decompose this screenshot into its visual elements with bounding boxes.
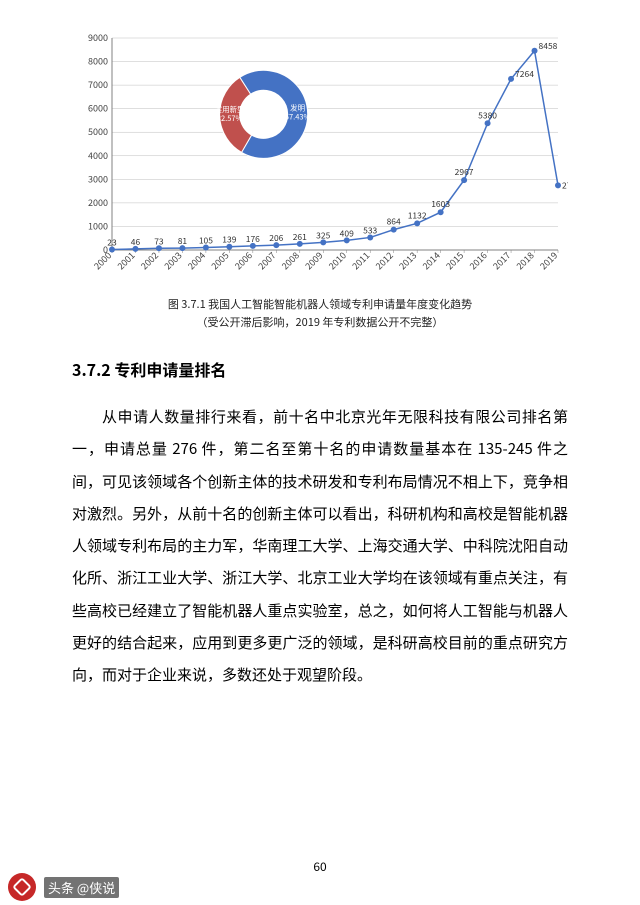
svg-text:2018: 2018 xyxy=(513,249,536,272)
svg-text:2011: 2011 xyxy=(349,249,372,272)
source-watermark: 头条 @侠说 xyxy=(8,873,119,901)
svg-text:8000: 8000 xyxy=(88,55,108,68)
svg-text:32.57%: 32.57% xyxy=(217,113,243,124)
svg-text:206: 206 xyxy=(269,232,283,244)
svg-text:81: 81 xyxy=(178,235,188,247)
toutiao-icon xyxy=(8,873,36,901)
caption-line-2: （受公开滞后影响，2019 年专利数据公开不完整） xyxy=(72,314,568,332)
svg-text:2010: 2010 xyxy=(326,249,349,272)
svg-text:2007: 2007 xyxy=(255,249,278,272)
svg-text:2000: 2000 xyxy=(88,196,108,209)
svg-text:23: 23 xyxy=(107,236,117,248)
svg-text:261: 261 xyxy=(293,231,307,243)
svg-text:2016: 2016 xyxy=(466,249,489,272)
svg-text:2002: 2002 xyxy=(138,249,161,272)
svg-text:2000: 2000 xyxy=(91,249,114,272)
svg-text:2003: 2003 xyxy=(161,249,184,272)
svg-text:7264: 7264 xyxy=(515,68,534,80)
svg-text:2008: 2008 xyxy=(279,249,302,272)
svg-text:7000: 7000 xyxy=(88,78,108,91)
page: 0100020003000400050006000700080009000200… xyxy=(0,0,640,905)
svg-text:6000: 6000 xyxy=(88,102,108,115)
chart-svg: 0100020003000400050006000700080009000200… xyxy=(72,30,568,290)
svg-text:533: 533 xyxy=(363,224,377,236)
svg-text:73: 73 xyxy=(154,235,164,247)
svg-text:2006: 2006 xyxy=(232,249,255,272)
svg-text:864: 864 xyxy=(387,216,401,228)
svg-text:2745: 2745 xyxy=(562,179,568,191)
svg-text:2967: 2967 xyxy=(455,166,474,178)
svg-text:2013: 2013 xyxy=(396,249,419,272)
svg-text:46: 46 xyxy=(131,236,141,248)
svg-text:1132: 1132 xyxy=(408,209,427,221)
svg-text:3000: 3000 xyxy=(88,172,108,185)
patent-trend-chart: 0100020003000400050006000700080009000200… xyxy=(72,30,568,290)
body-paragraph: 从申请人数量排行来看，前十名中北京光年无限科技有限公司排名第一，申请总量 276… xyxy=(72,401,568,691)
svg-text:2019: 2019 xyxy=(537,249,560,272)
svg-text:176: 176 xyxy=(246,233,260,245)
svg-text:4000: 4000 xyxy=(88,149,108,162)
section-heading: 3.7.2 专利申请量排名 xyxy=(72,357,568,381)
svg-text:2012: 2012 xyxy=(372,249,395,272)
source-text: 头条 @侠说 xyxy=(44,877,119,898)
svg-text:2001: 2001 xyxy=(114,249,137,272)
svg-text:67.43%: 67.43% xyxy=(285,112,311,123)
svg-text:2004: 2004 xyxy=(185,249,208,272)
caption-line-1: 图 3.7.1 我国人工智能智能机器人领域专利申请量年度变化趋势 xyxy=(72,296,568,314)
svg-text:9000: 9000 xyxy=(88,31,108,44)
svg-text:1603: 1603 xyxy=(431,198,450,210)
svg-text:105: 105 xyxy=(199,235,213,247)
svg-text:5000: 5000 xyxy=(88,125,108,138)
svg-text:2014: 2014 xyxy=(419,249,442,272)
chart-caption: 图 3.7.1 我国人工智能智能机器人领域专利申请量年度变化趋势 （受公开滞后影… xyxy=(72,296,568,331)
svg-text:2005: 2005 xyxy=(208,249,231,272)
svg-text:2017: 2017 xyxy=(490,249,513,272)
svg-text:8458: 8458 xyxy=(539,40,558,52)
svg-text:1000: 1000 xyxy=(88,219,108,232)
svg-text:2015: 2015 xyxy=(443,249,466,272)
svg-text:409: 409 xyxy=(340,227,354,239)
svg-text:5380: 5380 xyxy=(478,109,497,121)
svg-text:2009: 2009 xyxy=(302,249,325,272)
svg-text:325: 325 xyxy=(316,229,330,241)
svg-text:139: 139 xyxy=(222,234,236,246)
